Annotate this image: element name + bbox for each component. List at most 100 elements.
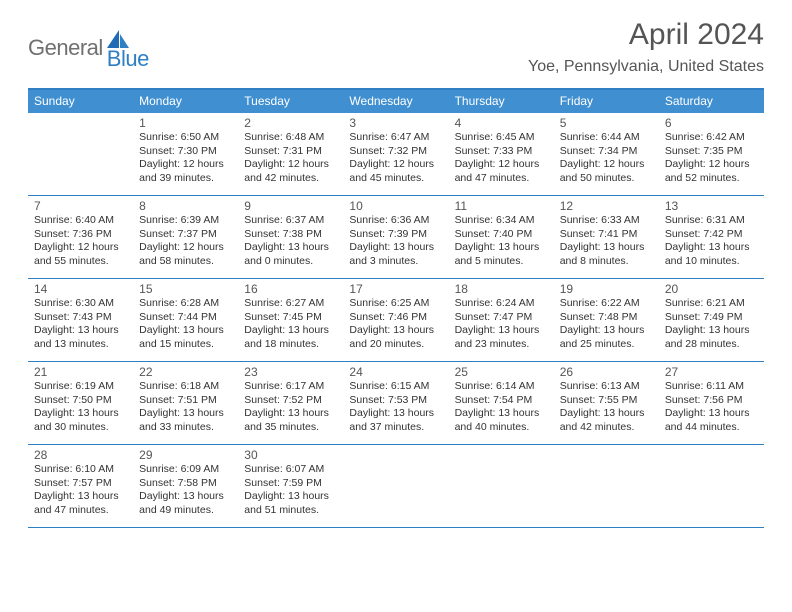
calendar-day: 15Sunrise: 6:28 AMSunset: 7:44 PMDayligh… — [133, 279, 238, 361]
day-info: Sunrise: 6:07 AMSunset: 7:59 PMDaylight:… — [244, 463, 337, 518]
sunrise-text: Sunrise: 6:44 AM — [560, 131, 653, 145]
day-info: Sunrise: 6:18 AMSunset: 7:51 PMDaylight:… — [139, 380, 232, 435]
sunrise-text: Sunrise: 6:24 AM — [455, 297, 548, 311]
daylight-text-2: and 49 minutes. — [139, 504, 232, 518]
sunrise-text: Sunrise: 6:39 AM — [139, 214, 232, 228]
daylight-text-2: and 51 minutes. — [244, 504, 337, 518]
daylight-text-1: Daylight: 13 hours — [560, 241, 653, 255]
day-number: 3 — [349, 116, 442, 130]
day-number: 8 — [139, 199, 232, 213]
day-number: 4 — [455, 116, 548, 130]
weeks-container: 1Sunrise: 6:50 AMSunset: 7:30 PMDaylight… — [28, 113, 764, 528]
calendar-day: 17Sunrise: 6:25 AMSunset: 7:46 PMDayligh… — [343, 279, 448, 361]
sunset-text: Sunset: 7:35 PM — [665, 145, 758, 159]
day-number: 21 — [34, 365, 127, 379]
daylight-text-2: and 10 minutes. — [665, 255, 758, 269]
daylight-text-2: and 5 minutes. — [455, 255, 548, 269]
sunrise-text: Sunrise: 6:17 AM — [244, 380, 337, 394]
sunset-text: Sunset: 7:42 PM — [665, 228, 758, 242]
sunset-text: Sunset: 7:40 PM — [455, 228, 548, 242]
daylight-text-1: Daylight: 13 hours — [139, 407, 232, 421]
calendar-day — [659, 445, 764, 527]
daylight-text-1: Daylight: 13 hours — [665, 241, 758, 255]
sunset-text: Sunset: 7:55 PM — [560, 394, 653, 408]
calendar-day — [343, 445, 448, 527]
daylight-text-2: and 50 minutes. — [560, 172, 653, 186]
calendar-day: 21Sunrise: 6:19 AMSunset: 7:50 PMDayligh… — [28, 362, 133, 444]
day-info: Sunrise: 6:21 AMSunset: 7:49 PMDaylight:… — [665, 297, 758, 352]
day-number: 18 — [455, 282, 548, 296]
sunrise-text: Sunrise: 6:10 AM — [34, 463, 127, 477]
calendar-week: 28Sunrise: 6:10 AMSunset: 7:57 PMDayligh… — [28, 445, 764, 528]
calendar-day: 25Sunrise: 6:14 AMSunset: 7:54 PMDayligh… — [449, 362, 554, 444]
sunrise-text: Sunrise: 6:09 AM — [139, 463, 232, 477]
daylight-text-2: and 0 minutes. — [244, 255, 337, 269]
day-info: Sunrise: 6:33 AMSunset: 7:41 PMDaylight:… — [560, 214, 653, 269]
sunrise-text: Sunrise: 6:22 AM — [560, 297, 653, 311]
day-number: 20 — [665, 282, 758, 296]
day-number: 22 — [139, 365, 232, 379]
daylight-text-1: Daylight: 12 hours — [244, 158, 337, 172]
calendar-day — [28, 113, 133, 195]
sunrise-text: Sunrise: 6:27 AM — [244, 297, 337, 311]
daylight-text-2: and 45 minutes. — [349, 172, 442, 186]
sunrise-text: Sunrise: 6:14 AM — [455, 380, 548, 394]
daylight-text-1: Daylight: 13 hours — [349, 407, 442, 421]
calendar-day — [449, 445, 554, 527]
day-info: Sunrise: 6:17 AMSunset: 7:52 PMDaylight:… — [244, 380, 337, 435]
daylight-text-2: and 47 minutes. — [34, 504, 127, 518]
day-info: Sunrise: 6:10 AMSunset: 7:57 PMDaylight:… — [34, 463, 127, 518]
sunset-text: Sunset: 7:47 PM — [455, 311, 548, 325]
day-info: Sunrise: 6:45 AMSunset: 7:33 PMDaylight:… — [455, 131, 548, 186]
calendar-day: 18Sunrise: 6:24 AMSunset: 7:47 PMDayligh… — [449, 279, 554, 361]
daylight-text-1: Daylight: 13 hours — [665, 324, 758, 338]
calendar-day: 19Sunrise: 6:22 AMSunset: 7:48 PMDayligh… — [554, 279, 659, 361]
daylight-text-1: Daylight: 12 hours — [455, 158, 548, 172]
day-number: 2 — [244, 116, 337, 130]
daylight-text-2: and 55 minutes. — [34, 255, 127, 269]
sunset-text: Sunset: 7:51 PM — [139, 394, 232, 408]
sunset-text: Sunset: 7:50 PM — [34, 394, 127, 408]
sunset-text: Sunset: 7:30 PM — [139, 145, 232, 159]
calendar-day: 11Sunrise: 6:34 AMSunset: 7:40 PMDayligh… — [449, 196, 554, 278]
title-block: April 2024 Yoe, Pennsylvania, United Sta… — [528, 18, 764, 76]
sunrise-text: Sunrise: 6:31 AM — [665, 214, 758, 228]
daylight-text-2: and 39 minutes. — [139, 172, 232, 186]
day-info: Sunrise: 6:47 AMSunset: 7:32 PMDaylight:… — [349, 131, 442, 186]
day-number: 12 — [560, 199, 653, 213]
daylight-text-1: Daylight: 13 hours — [560, 324, 653, 338]
daylight-text-2: and 20 minutes. — [349, 338, 442, 352]
daylight-text-2: and 30 minutes. — [34, 421, 127, 435]
calendar-day: 1Sunrise: 6:50 AMSunset: 7:30 PMDaylight… — [133, 113, 238, 195]
sunrise-text: Sunrise: 6:25 AM — [349, 297, 442, 311]
location-text: Yoe, Pennsylvania, United States — [528, 58, 764, 76]
sunset-text: Sunset: 7:54 PM — [455, 394, 548, 408]
sunset-text: Sunset: 7:57 PM — [34, 477, 127, 491]
calendar-week: 7Sunrise: 6:40 AMSunset: 7:36 PMDaylight… — [28, 196, 764, 279]
daylight-text-2: and 8 minutes. — [560, 255, 653, 269]
calendar-day: 7Sunrise: 6:40 AMSunset: 7:36 PMDaylight… — [28, 196, 133, 278]
day-info: Sunrise: 6:11 AMSunset: 7:56 PMDaylight:… — [665, 380, 758, 435]
calendar-week: 21Sunrise: 6:19 AMSunset: 7:50 PMDayligh… — [28, 362, 764, 445]
daylight-text-2: and 52 minutes. — [665, 172, 758, 186]
daylight-text-1: Daylight: 13 hours — [34, 490, 127, 504]
calendar-day: 6Sunrise: 6:42 AMSunset: 7:35 PMDaylight… — [659, 113, 764, 195]
day-info: Sunrise: 6:22 AMSunset: 7:48 PMDaylight:… — [560, 297, 653, 352]
sunset-text: Sunset: 7:38 PM — [244, 228, 337, 242]
sunset-text: Sunset: 7:44 PM — [139, 311, 232, 325]
page-header: General Blue April 2024 Yoe, Pennsylvani… — [0, 0, 792, 80]
calendar-day: 26Sunrise: 6:13 AMSunset: 7:55 PMDayligh… — [554, 362, 659, 444]
sunrise-text: Sunrise: 6:48 AM — [244, 131, 337, 145]
daylight-text-2: and 40 minutes. — [455, 421, 548, 435]
day-info: Sunrise: 6:39 AMSunset: 7:37 PMDaylight:… — [139, 214, 232, 269]
calendar-day: 9Sunrise: 6:37 AMSunset: 7:38 PMDaylight… — [238, 196, 343, 278]
sunrise-text: Sunrise: 6:40 AM — [34, 214, 127, 228]
calendar-day: 23Sunrise: 6:17 AMSunset: 7:52 PMDayligh… — [238, 362, 343, 444]
daylight-text-2: and 25 minutes. — [560, 338, 653, 352]
day-number: 24 — [349, 365, 442, 379]
day-number: 26 — [560, 365, 653, 379]
day-info: Sunrise: 6:34 AMSunset: 7:40 PMDaylight:… — [455, 214, 548, 269]
weekday-mon: Monday — [133, 90, 238, 113]
sunrise-text: Sunrise: 6:30 AM — [34, 297, 127, 311]
calendar-week: 14Sunrise: 6:30 AMSunset: 7:43 PMDayligh… — [28, 279, 764, 362]
